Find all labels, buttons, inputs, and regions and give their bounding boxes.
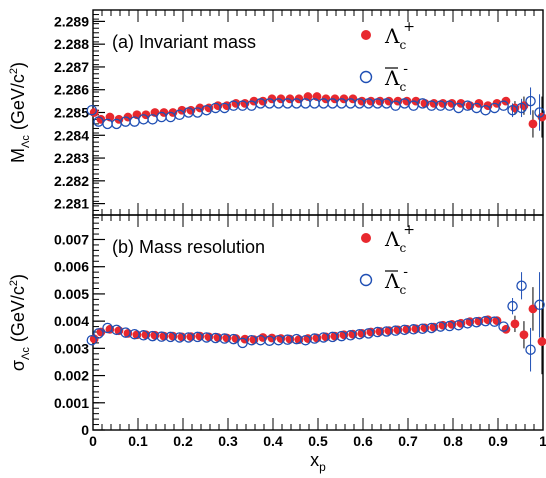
x-tick-label: 0.4 (263, 433, 283, 449)
data-point (528, 119, 538, 129)
data-point (489, 316, 500, 327)
data-point (519, 330, 529, 340)
data-point (402, 96, 412, 106)
legend-marker (359, 70, 373, 84)
y-tick-label: 2.289 (54, 13, 89, 29)
y-tick-label: 2.282 (54, 173, 89, 189)
x-axis-label: xp (310, 450, 326, 474)
y-tick-label: 2.286 (54, 82, 89, 98)
y-tick-label: 0.003 (54, 340, 89, 356)
data-point (501, 324, 511, 334)
y-tick-label: 2.281 (54, 196, 89, 212)
y-axis-label: σΛc (GeV/c2) (8, 274, 32, 371)
x-tick-label: 0.1 (128, 433, 148, 449)
y-tick-label: 2.285 (54, 105, 89, 121)
y-tick-label: 0 (81, 422, 89, 438)
panel-label: (b) Mass resolution (112, 237, 265, 257)
data-point (447, 98, 457, 108)
y-tick-label: 0.002 (54, 368, 89, 384)
legend-marker (361, 30, 371, 40)
data-point (516, 280, 527, 292)
legend: Λc+ Λc- (359, 19, 415, 94)
legend-marker (359, 273, 373, 287)
y-tick-label: 0.004 (54, 313, 89, 329)
legend-label: Λc- (384, 264, 408, 297)
x-tick-label: 0.3 (218, 433, 238, 449)
data-series-group (86, 272, 546, 375)
x-tick-label: 0.9 (488, 433, 508, 449)
data-point (86, 104, 98, 116)
y-tick-label: 2.287 (54, 59, 89, 75)
data-point (534, 107, 545, 118)
x-tick-label: 0.5 (308, 433, 328, 449)
x-tick-label: 0.6 (353, 433, 373, 449)
data-point (537, 337, 546, 346)
data-point (384, 96, 394, 106)
legend-marker (361, 233, 371, 243)
data-point (228, 333, 239, 345)
panel-b: 0 0.001 0.002 0.003 0.004 0.005 0.006 0.007 0 0.1… (8, 214, 546, 449)
data-point (498, 100, 509, 111)
data-point (89, 108, 99, 117)
data-point (516, 102, 527, 114)
data-point (525, 344, 536, 355)
series-lambda-c-bar-minus (86, 87, 545, 131)
series-lambda-c-bar-minus (86, 272, 545, 372)
y-tick-label: 2.288 (54, 36, 89, 52)
x-tick-label: 0.2 (173, 433, 193, 449)
series-lambda-c-plus (89, 287, 546, 375)
x-tick-label: 0.7 (398, 433, 418, 449)
data-point (534, 299, 545, 311)
x-tick-label: 1 (539, 433, 546, 449)
y-tick-label: 2.284 (54, 127, 89, 143)
data-point (519, 101, 529, 111)
data-point (507, 300, 518, 312)
data-point (498, 321, 509, 332)
legend-label: Λc- (384, 61, 408, 94)
legend-label: Λc+ (384, 19, 415, 52)
data-point (93, 328, 104, 339)
y-axis-label: MΛc (GeV/c2) (8, 62, 32, 163)
y-tick-label: 0.007 (54, 231, 89, 247)
y-tick-label: 0.005 (54, 286, 89, 302)
panel-label: (a) Invariant mass (112, 32, 256, 52)
y-tick-label: 0.006 (54, 259, 89, 275)
x-tick-label: 0 (89, 433, 97, 449)
legend: Λc+ Λc- (359, 222, 415, 297)
x-tick-label: 0.8 (443, 433, 463, 449)
panel-a: 2.281 2.282 2.283 2.284 2.285 2.286 2.287 2.288… (8, 9, 546, 216)
data-point (510, 319, 520, 329)
data-point (528, 304, 538, 314)
data-point (86, 334, 98, 346)
data-point (525, 95, 536, 107)
data-point (96, 114, 106, 124)
y-tick-label: 2.283 (54, 150, 89, 166)
legend-label: Λc+ (384, 222, 415, 255)
data-series-group (86, 87, 546, 138)
y-tick-label: 0.001 (54, 395, 89, 411)
